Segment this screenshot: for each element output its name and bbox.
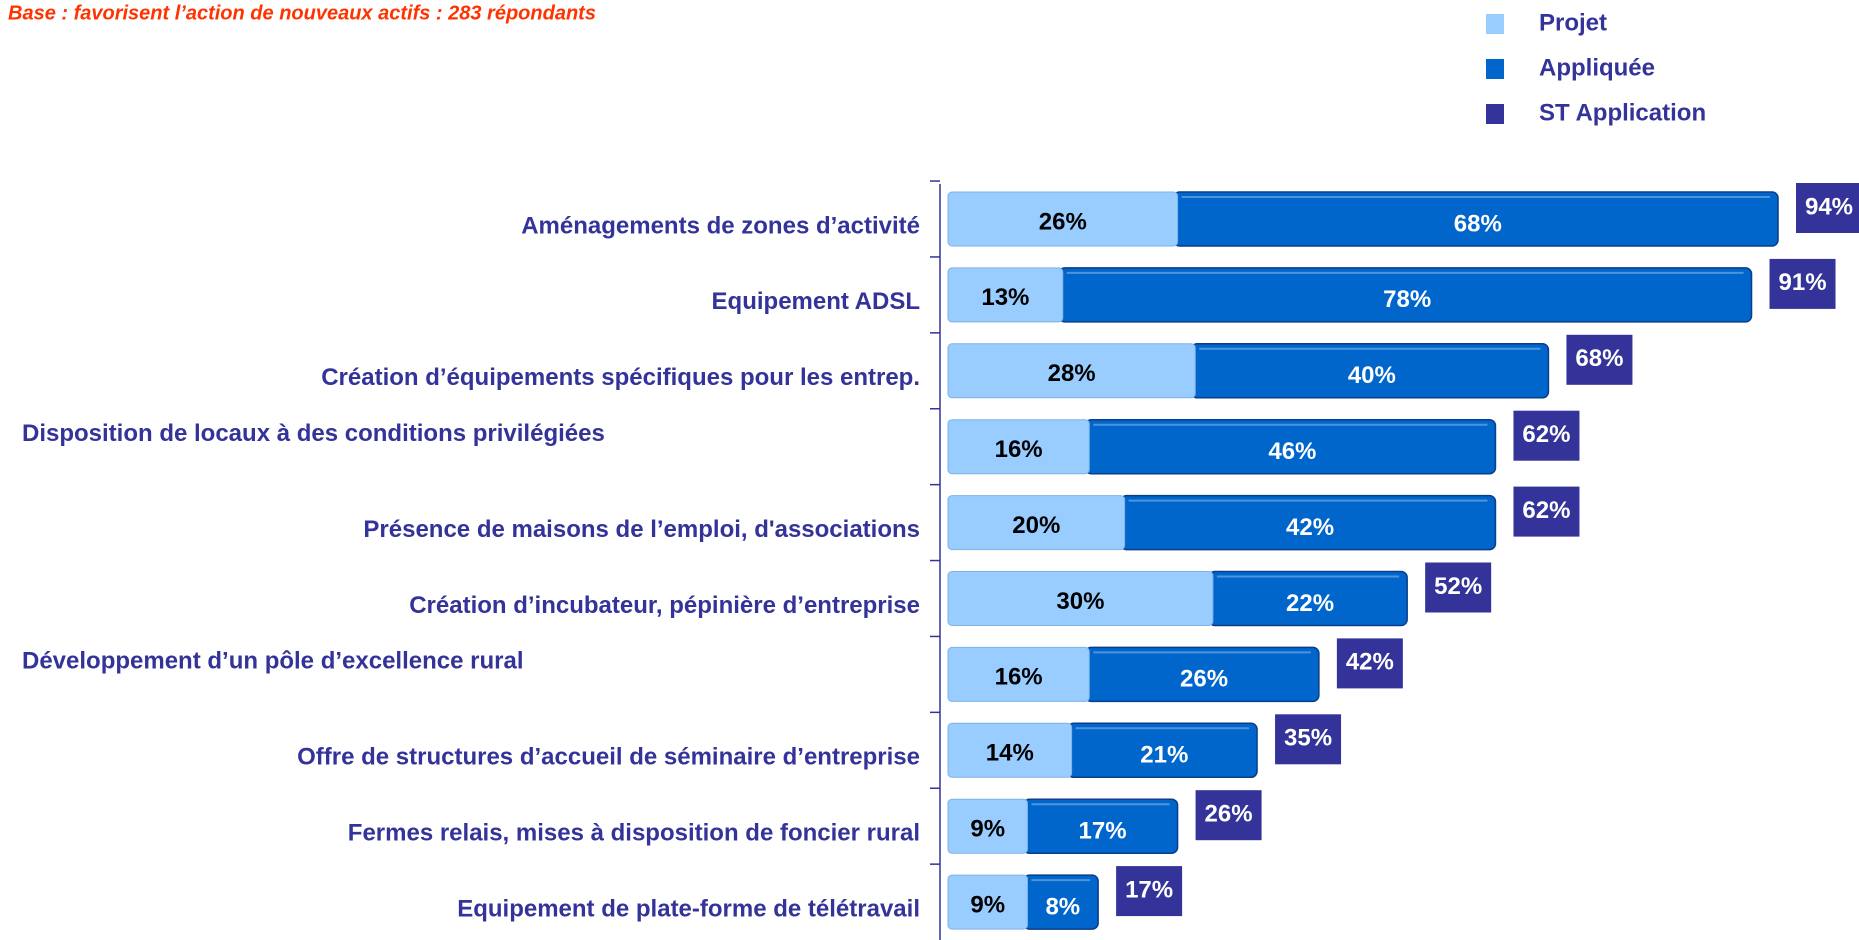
bar-segment <box>947 343 1196 399</box>
data-label: 17% <box>1079 818 1127 845</box>
category-label: Fermes relais, mises à disposition de fo… <box>348 820 920 847</box>
bar-segment <box>947 722 1073 778</box>
total-label: 35% <box>1284 725 1332 752</box>
bar-segment <box>947 267 1064 323</box>
data-label: 40% <box>1348 362 1396 389</box>
total-box <box>1513 486 1580 537</box>
data-label: 46% <box>1268 438 1316 465</box>
total-label: 26% <box>1205 801 1253 828</box>
data-label: 8% <box>1045 893 1080 920</box>
data-label: 26% <box>1039 208 1087 235</box>
total-box <box>1116 866 1183 917</box>
total-box <box>1336 638 1403 689</box>
total-box <box>1769 258 1836 309</box>
data-label: 42% <box>1286 514 1334 541</box>
legend-swatch <box>1486 59 1504 79</box>
total-label: 68% <box>1575 345 1623 372</box>
data-label: 26% <box>1180 666 1228 693</box>
bar-segment <box>947 646 1090 702</box>
data-label: 20% <box>1012 512 1060 539</box>
data-label: 16% <box>995 436 1043 463</box>
data-label: 16% <box>995 664 1043 691</box>
total-box <box>1195 790 1262 841</box>
data-label: 13% <box>981 284 1029 311</box>
bar-segment <box>947 191 1179 247</box>
category-label: Création d’équipements spécifiques pour … <box>321 364 920 391</box>
total-label: 62% <box>1522 497 1570 524</box>
chart-subtitle: Base : favorisent l’action de nouveaux a… <box>8 2 596 24</box>
data-label: 78% <box>1383 286 1431 313</box>
total-box <box>1425 562 1492 613</box>
bar-segment <box>947 571 1214 626</box>
total-label: 42% <box>1346 649 1394 676</box>
legend-swatch <box>1486 14 1504 34</box>
category-label: Offre de structures d’accueil de séminai… <box>297 744 920 771</box>
total-box <box>1513 410 1580 461</box>
total-box <box>1796 183 1859 233</box>
total-box <box>1566 334 1633 385</box>
category-label: Disposition de locaux à des conditions p… <box>22 420 605 447</box>
bar-segment <box>947 419 1090 475</box>
category-label: Création d’incubateur, pépinière d’entre… <box>409 592 920 619</box>
data-label: 9% <box>970 816 1005 843</box>
total-label: 94% <box>1805 193 1853 220</box>
data-label: 21% <box>1140 742 1188 769</box>
legend-swatch <box>1486 104 1504 124</box>
data-label: 22% <box>1286 590 1334 617</box>
bar-segment <box>947 874 1028 930</box>
total-label: 52% <box>1434 573 1482 600</box>
category-label: Equipement ADSL <box>712 288 920 315</box>
category-label: Présence de maisons de l’emploi, d'assoc… <box>363 516 920 543</box>
data-label: 28% <box>1048 360 1096 387</box>
total-box <box>1275 714 1342 765</box>
total-label: 17% <box>1125 876 1173 903</box>
category-label: Aménagements de zones d’activité <box>521 212 920 239</box>
data-label: 68% <box>1454 210 1502 237</box>
bar-segment <box>947 495 1126 551</box>
legend-label: Projet <box>1539 9 1607 36</box>
category-label: Equipement de plate-forme de télétravail <box>457 895 920 922</box>
category-label: Développement d’un pôle d’excellence rur… <box>22 648 523 675</box>
total-label: 91% <box>1779 269 1827 296</box>
legend-label: ST Application <box>1539 99 1706 126</box>
data-label: 30% <box>1056 588 1104 615</box>
legend-label: Appliquée <box>1539 54 1655 81</box>
data-label: 9% <box>970 891 1005 918</box>
bar-segment <box>947 798 1028 854</box>
total-label: 62% <box>1522 421 1570 448</box>
data-label: 14% <box>986 740 1034 767</box>
